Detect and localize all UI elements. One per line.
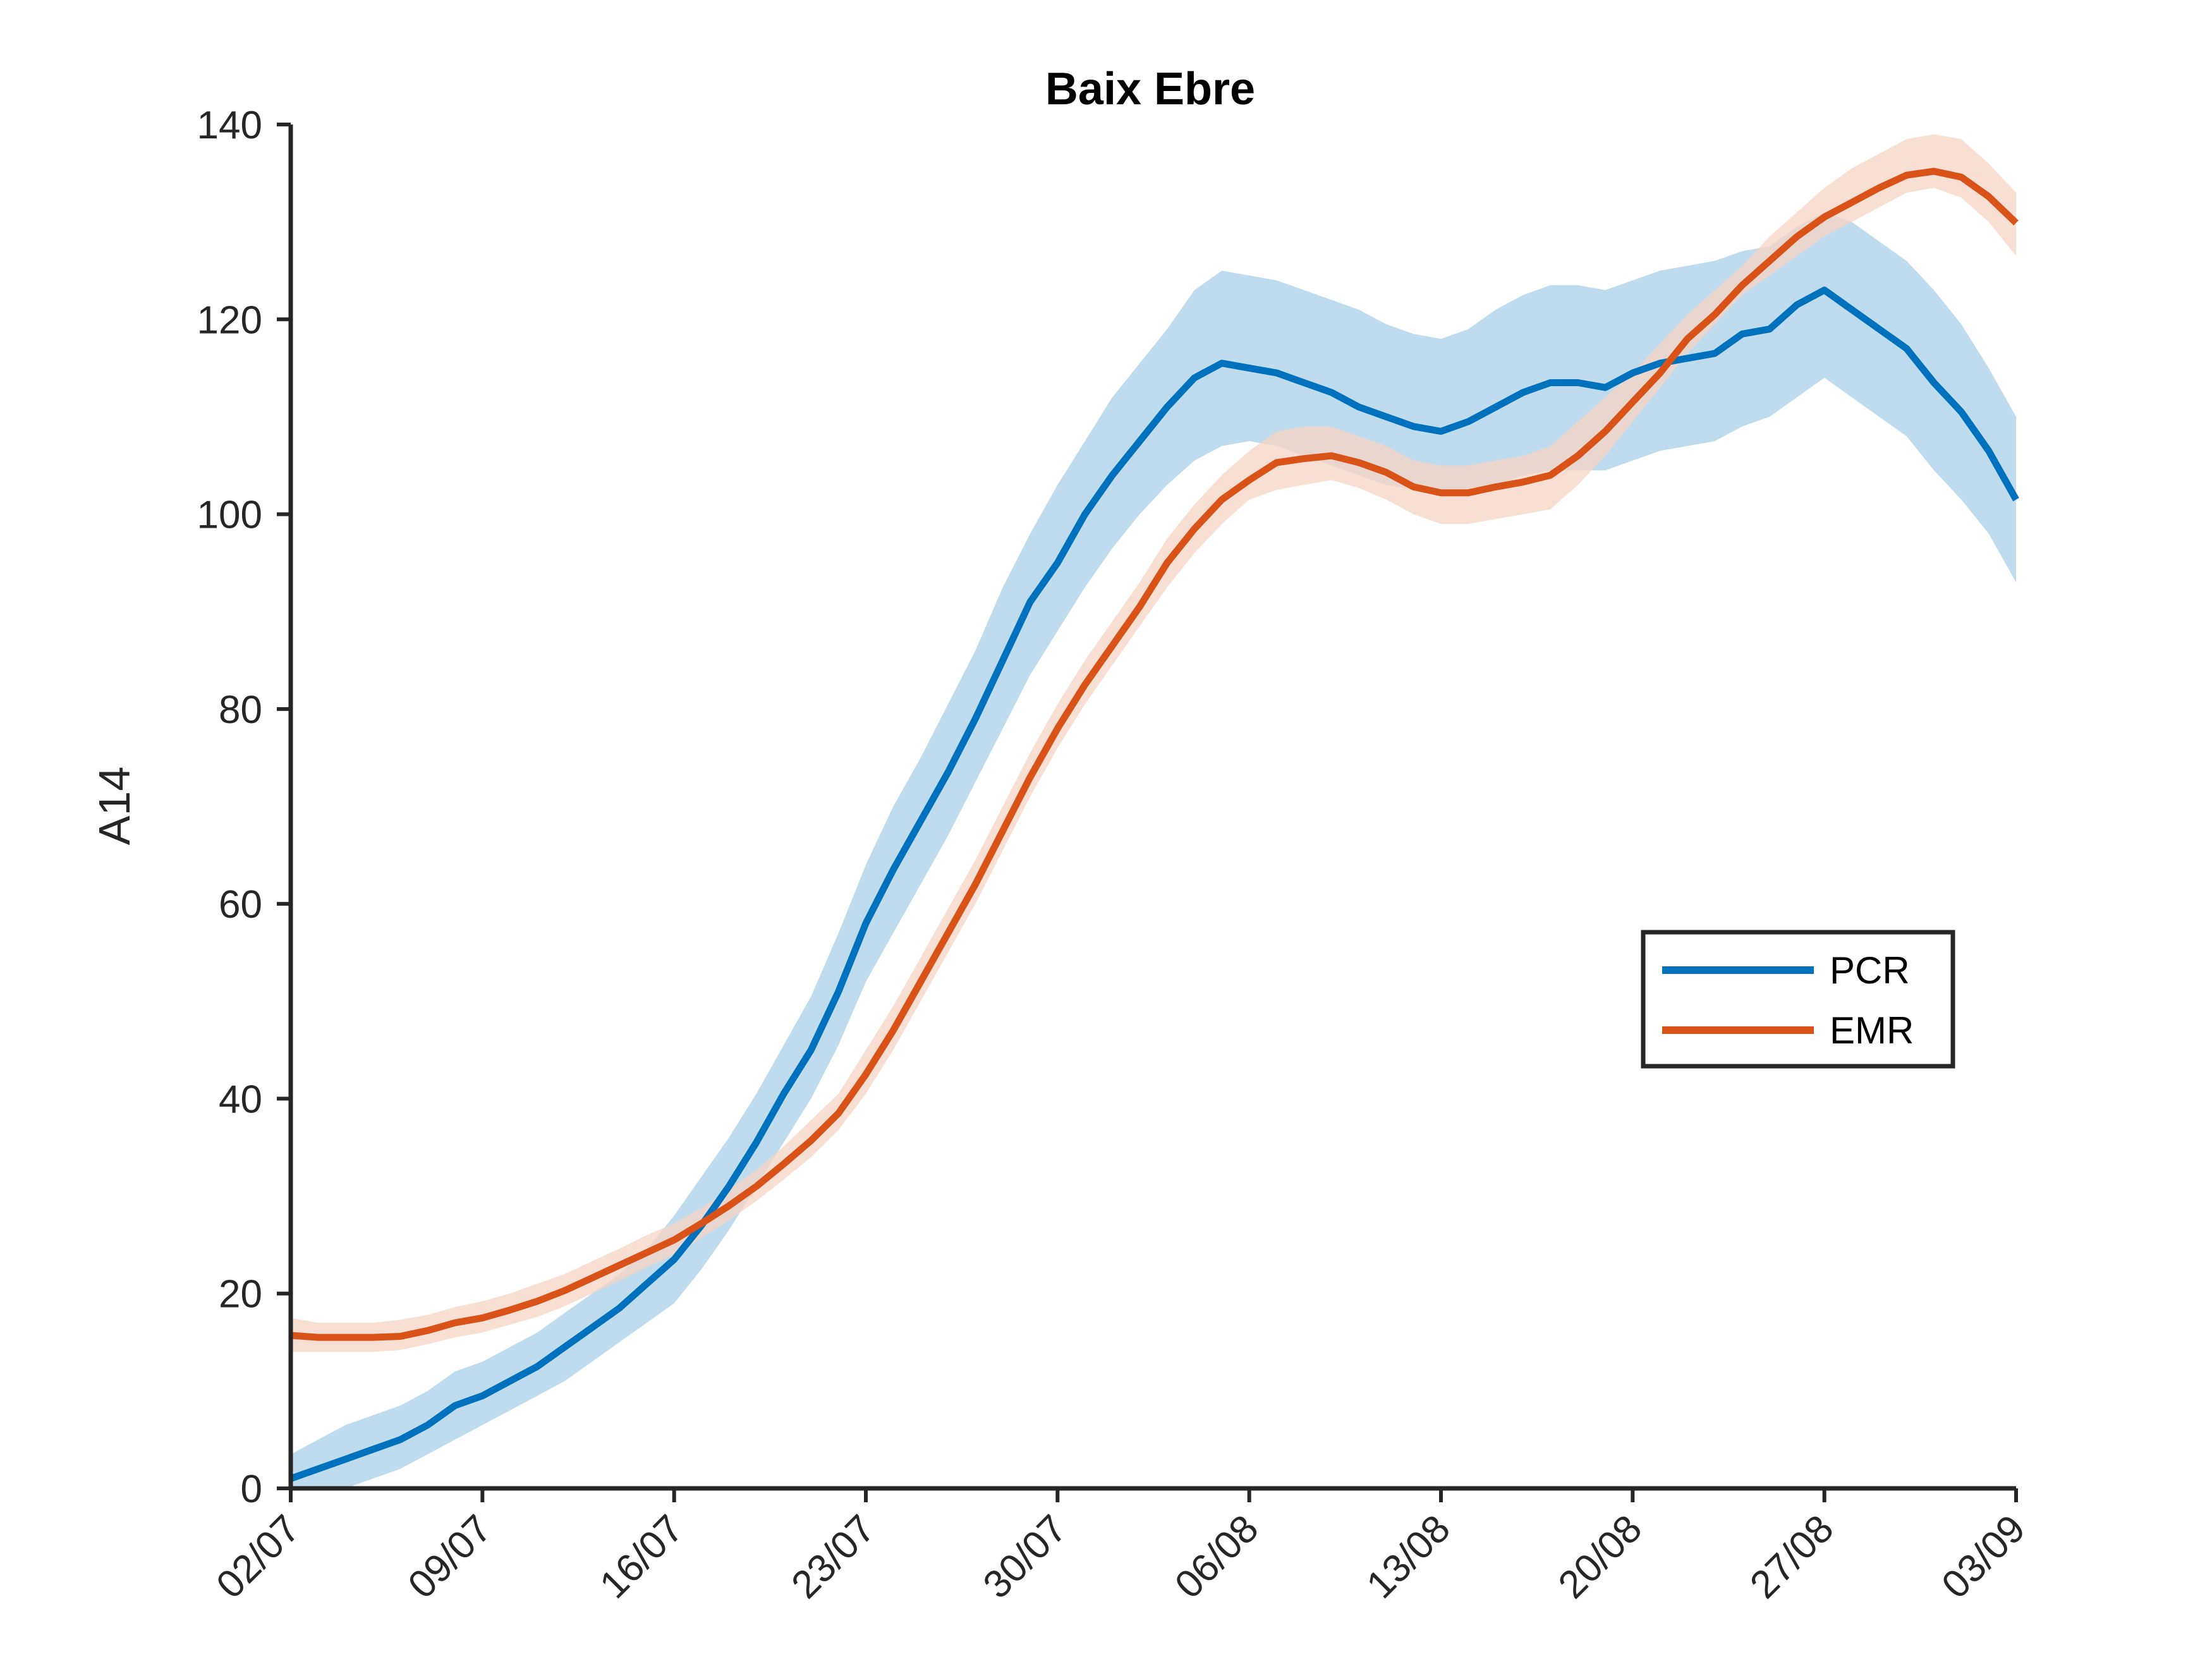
y-tick-label: 80 [219, 688, 262, 732]
band-pcr [291, 212, 2016, 1489]
legend-box [1641, 930, 1955, 1069]
y-tick-label: 0 [241, 1468, 262, 1511]
legend-label-emr: EMR [1830, 1009, 1914, 1052]
axes [288, 125, 2016, 1491]
line-emr [290, 167, 2019, 1341]
y-tick-label: 20 [219, 1273, 262, 1316]
line-pcr [289, 286, 2019, 1482]
y-tick-label: 100 [197, 494, 262, 537]
y-tick-label: 140 [197, 104, 262, 147]
chart-title: Baix Ebre [1045, 64, 1255, 114]
confidence-bands [291, 134, 2016, 1489]
band-emr [291, 134, 2016, 1352]
y-tick-label: 60 [219, 883, 262, 927]
y-ticks: 0 20 40 60 80 100 120 140 [197, 104, 291, 1511]
y-tick-label: 40 [219, 1078, 262, 1121]
y-axis-title: A14 [90, 767, 139, 846]
legend-label-pcr: PCR [1830, 949, 1910, 992]
legend: PCR EMR [1641, 930, 1955, 1069]
series-lines [289, 167, 2019, 1482]
y-tick-label: 120 [197, 298, 262, 342]
